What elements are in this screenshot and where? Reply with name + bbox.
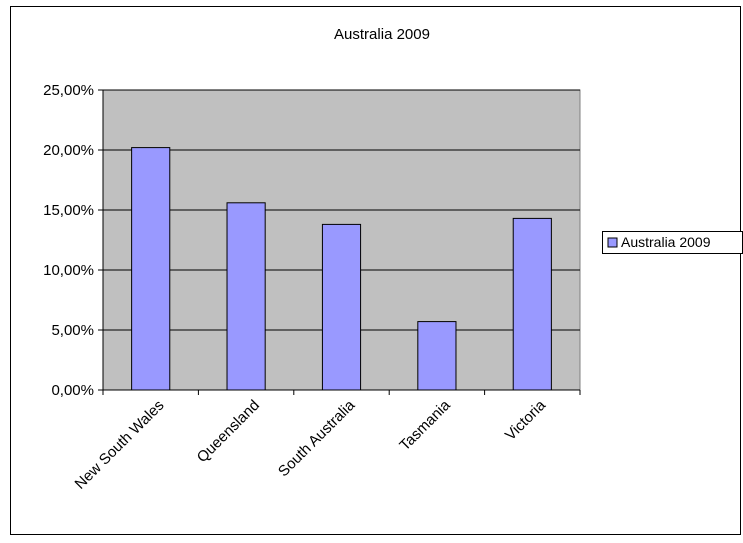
y-tick-label: 20,00% xyxy=(43,142,94,159)
chart-title: Australia 2009 xyxy=(334,26,430,43)
bar-new-south-wales xyxy=(131,147,171,391)
legend: Australia 2009 xyxy=(602,231,743,254)
y-tick-label: 0,00% xyxy=(51,382,94,399)
legend-swatch xyxy=(607,237,618,248)
bars xyxy=(131,147,552,391)
bar-south-australia xyxy=(321,223,362,391)
legend-label: Australia 2009 xyxy=(621,234,711,250)
bar-tasmania xyxy=(417,321,457,391)
y-tick-label: 15,00% xyxy=(43,202,94,219)
bar-queensland xyxy=(226,202,266,391)
bar-victoria xyxy=(512,217,552,391)
y-axis-ticks: 0,00% 5,00% 10,00% 15,00% 20,00% 25,00% xyxy=(43,82,103,399)
y-tick-label: 25,00% xyxy=(43,82,94,99)
y-tick-label: 10,00% xyxy=(43,262,94,279)
y-tick-label: 5,00% xyxy=(51,322,94,339)
